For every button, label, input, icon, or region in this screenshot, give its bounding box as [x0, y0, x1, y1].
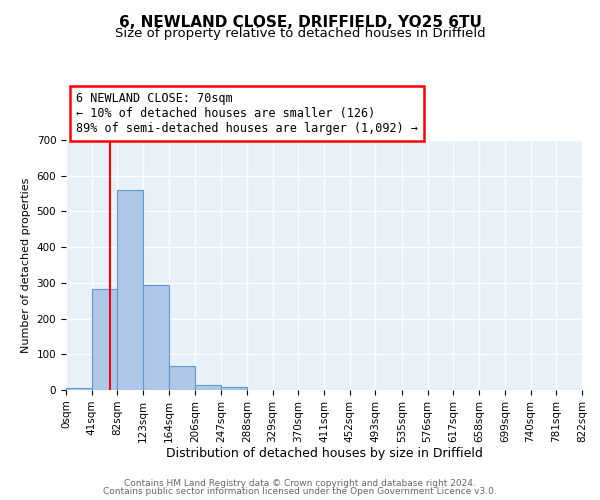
- Bar: [92, 289, 118, 390]
- Text: 6 NEWLAND CLOSE: 70sqm
← 10% of detached houses are smaller (126)
89% of semi-de: 6 NEWLAND CLOSE: 70sqm ← 10% of detached…: [76, 92, 418, 135]
- Bar: [143, 286, 169, 390]
- Bar: [118, 190, 143, 390]
- Text: Contains public sector information licensed under the Open Government Licence v3: Contains public sector information licen…: [103, 487, 497, 496]
- Bar: [221, 387, 247, 390]
- Bar: [66, 388, 92, 390]
- Bar: [169, 366, 196, 390]
- Y-axis label: Number of detached properties: Number of detached properties: [21, 178, 31, 352]
- X-axis label: Distribution of detached houses by size in Driffield: Distribution of detached houses by size …: [166, 448, 482, 460]
- Text: Size of property relative to detached houses in Driffield: Size of property relative to detached ho…: [115, 28, 485, 40]
- Text: 6, NEWLAND CLOSE, DRIFFIELD, YO25 6TU: 6, NEWLAND CLOSE, DRIFFIELD, YO25 6TU: [119, 15, 481, 30]
- Text: Contains HM Land Registry data © Crown copyright and database right 2024.: Contains HM Land Registry data © Crown c…: [124, 478, 476, 488]
- Bar: [196, 385, 221, 390]
